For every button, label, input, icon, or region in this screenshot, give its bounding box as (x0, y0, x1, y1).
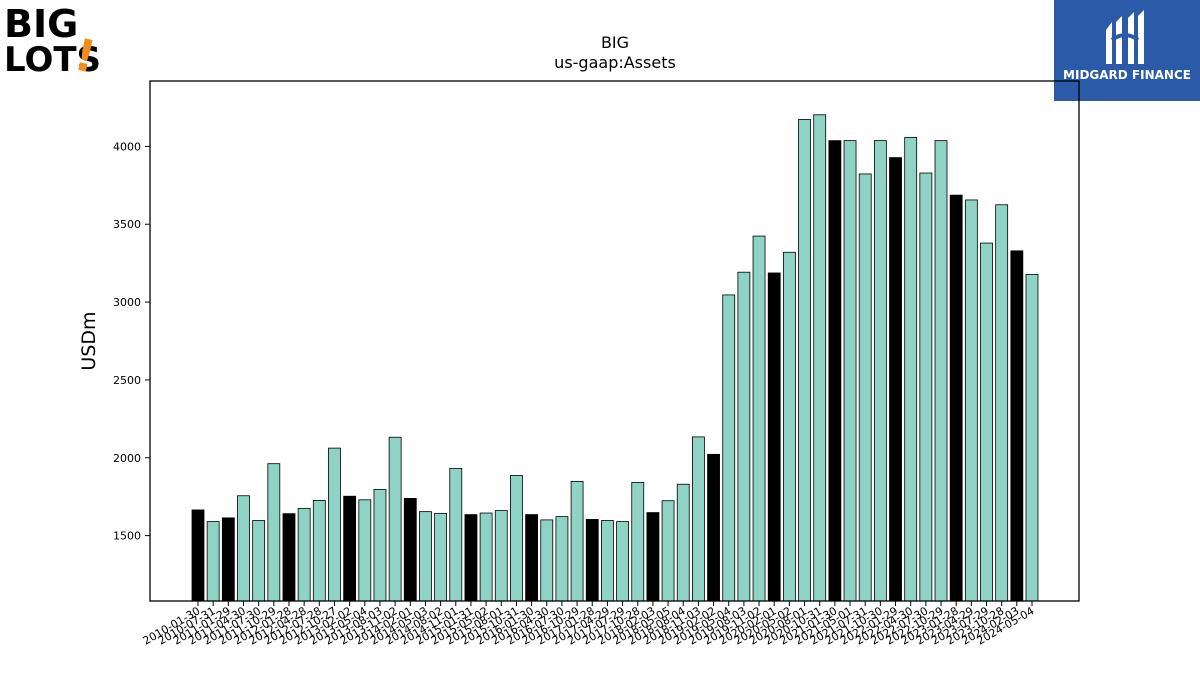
x-axis-ticks: 2010-01-302010-07-312011-01-292011-04-30… (141, 601, 1037, 648)
bar-2023-04-29 (964, 199, 978, 602)
bar-2016-07-30 (555, 516, 569, 602)
bar-2021-01-30 (828, 140, 842, 602)
bar-2022-04-30 (904, 136, 918, 602)
bar-2021-10-30 (873, 140, 887, 602)
big-lots-logo-big-text: BIG (4, 2, 78, 46)
chart-subtitle: us-gaap:Assets (554, 53, 676, 72)
bar-2020-02-01 (767, 272, 781, 602)
bar-2012-07-28 (312, 500, 326, 602)
bar-2022-07-30 (919, 172, 933, 602)
bar-2019-08-03 (737, 271, 751, 602)
bar-2023-10-28 (995, 204, 1009, 602)
bar-2011-04-30 (237, 495, 250, 602)
bar-2019-02-02 (707, 453, 720, 602)
bar-2018-11-03 (692, 436, 705, 602)
bar-2022-01-29 (889, 157, 902, 602)
bar-2019-11-02 (752, 235, 766, 602)
bar-2011-01-29 (221, 517, 235, 602)
bar-2022-10-29 (934, 140, 948, 602)
bar-2023-01-28 (949, 194, 963, 602)
chart-title: BIG (601, 33, 629, 52)
midgard-finance-logo: MIDGARD FINANCE (1054, 0, 1200, 101)
bar-2020-10-31 (813, 114, 827, 602)
y-tick-label: 1500 (113, 530, 141, 543)
bar-2017-04-29 (601, 520, 614, 602)
bar-2012-10-27 (328, 447, 341, 602)
plot-frame (149, 80, 1080, 602)
bar-2018-05-05 (661, 500, 675, 602)
bar-2024-05-04 (1025, 273, 1039, 602)
y-axis-label: USDm (78, 311, 100, 370)
bar-2013-08-03 (373, 488, 387, 602)
bar-2015-08-01 (494, 510, 508, 602)
bar-2011-10-29 (267, 463, 281, 602)
bar-2010-07-31 (206, 521, 220, 602)
bar-2021-05-01 (843, 140, 857, 602)
y-tick-label: 3500 (113, 218, 141, 231)
bar-2014-05-03 (419, 511, 432, 602)
bar-2010-01-30 (191, 509, 205, 602)
bar-2012-01-28 (282, 513, 296, 602)
big-lots-logo-lots-text: LOTS (4, 40, 101, 76)
bar-2013-02-02 (343, 495, 357, 602)
bar-2021-07-31 (858, 173, 872, 602)
bar-2019-05-04 (722, 294, 736, 602)
bar-2018-02-03 (646, 512, 660, 602)
bar-2011-07-30 (252, 520, 266, 602)
bar-2014-08-02 (434, 512, 448, 602)
bar-2024-02-03 (1010, 250, 1024, 602)
bar-2023-07-29 (980, 242, 993, 602)
y-tick-label: 2000 (113, 452, 141, 465)
bar-2016-10-29 (570, 481, 584, 602)
bar-2020-05-02 (782, 251, 796, 602)
bar-2012-04-28 (297, 507, 311, 602)
bar-2017-10-28 (631, 481, 645, 602)
bar-2017-01-28 (585, 519, 599, 602)
bar-2013-05-04 (358, 499, 372, 602)
midgard-finance-emblem-icon (1106, 10, 1144, 64)
bar-2016-04-30 (540, 519, 554, 602)
bar-2014-02-01 (403, 497, 417, 602)
bar-2013-11-02 (388, 436, 402, 602)
bar-2020-08-01 (798, 119, 811, 602)
y-tick-label: 4000 (113, 140, 141, 153)
big-lots-logo: BIG LOTS ! (2, 2, 106, 83)
bar-2017-07-29 (616, 521, 629, 602)
bar-2015-01-31 (464, 514, 478, 602)
bars-group (191, 114, 1039, 602)
y-tick-label: 3000 (113, 296, 141, 309)
bar-2018-08-04 (676, 483, 690, 602)
y-tick-label: 2500 (113, 374, 141, 387)
bar-2014-11-01 (449, 467, 463, 602)
midgard-finance-logo-text: MIDGARD FINANCE (1063, 68, 1191, 82)
bar-2016-01-30 (525, 514, 538, 602)
bar-2015-10-31 (510, 475, 523, 602)
y-axis-ticks: 1500 2000 2500 3000 3500 4000 (113, 140, 150, 543)
bar-2015-05-02 (479, 512, 493, 602)
